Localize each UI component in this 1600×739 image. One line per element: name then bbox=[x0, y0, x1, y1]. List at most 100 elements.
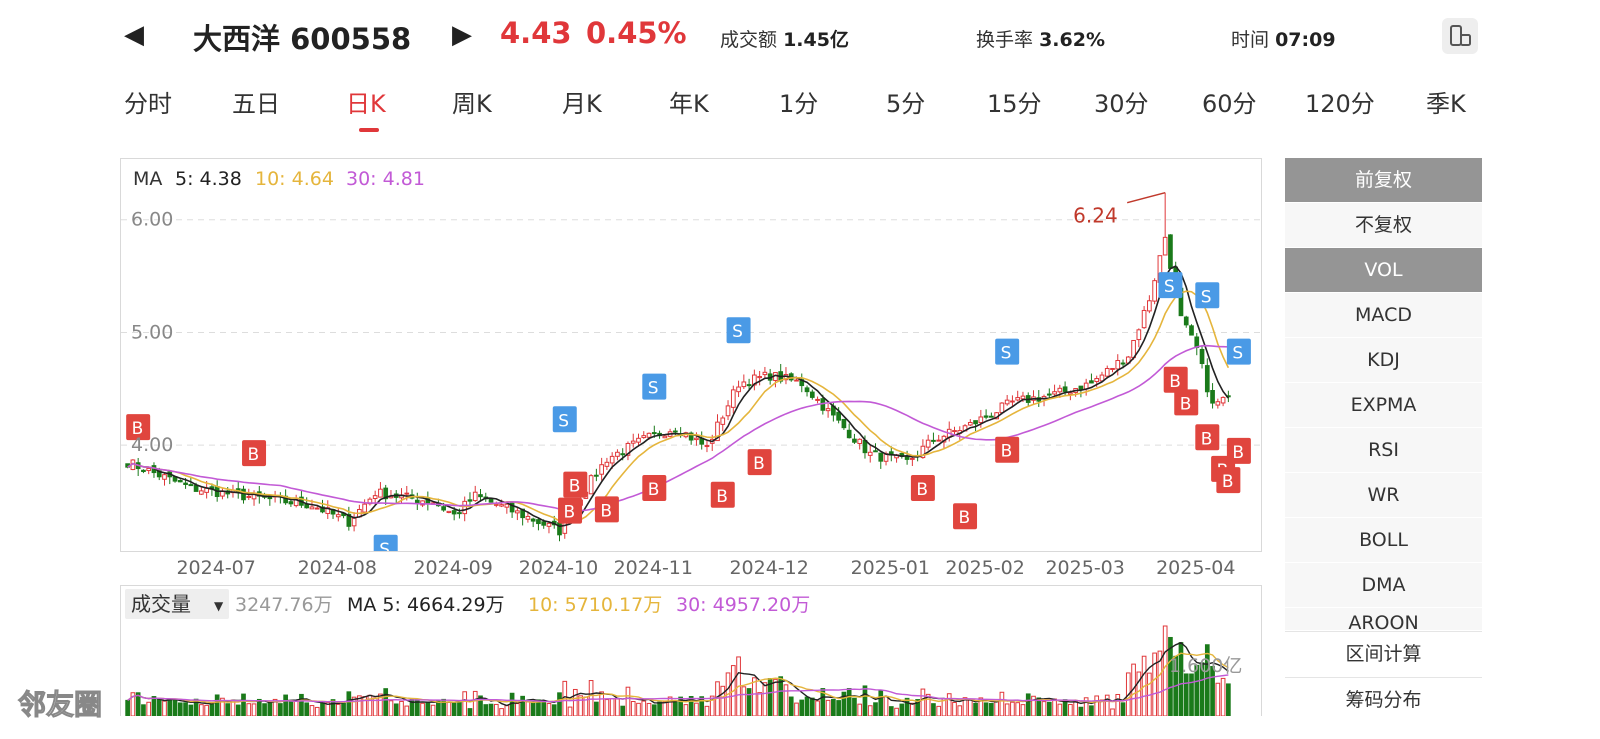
indicator-wr-button[interactable]: WR bbox=[1285, 473, 1482, 518]
x-tick-label: 2025-03 bbox=[1045, 557, 1124, 579]
kline-chart-panel[interactable]: BBSSBBBSBBSBBBSBSBBSBSBBB MA 5: 4.38 10:… bbox=[120, 158, 1262, 561]
sell-signal[interactable] bbox=[1195, 282, 1220, 309]
buy-signal[interactable] bbox=[594, 496, 619, 523]
indicator-boll-button[interactable]: BOLL bbox=[1285, 518, 1482, 563]
volume-axis-label: 1.600亿 bbox=[1169, 655, 1242, 677]
candle-body bbox=[1004, 399, 1010, 405]
buy-signal[interactable] bbox=[953, 503, 978, 530]
volume-bar bbox=[983, 702, 989, 717]
buy-signal-label: B bbox=[1169, 372, 1181, 392]
indicator-kdj-button[interactable]: KDJ bbox=[1285, 338, 1482, 383]
kline-chart[interactable]: BBSSBBBSBBSBBBSBSBBSBSBBB MA 5: 4.38 10:… bbox=[121, 159, 1261, 561]
watermark: 邻友圈 bbox=[17, 688, 103, 722]
buy-signal[interactable] bbox=[242, 440, 267, 467]
candle-body bbox=[804, 387, 810, 393]
candle-body bbox=[146, 467, 152, 472]
candle-body bbox=[493, 503, 499, 506]
candle-body bbox=[1162, 236, 1168, 256]
x-tick-label: 2025-02 bbox=[945, 557, 1024, 579]
tab-1[interactable]: 分时 bbox=[124, 90, 172, 118]
buy-signal[interactable] bbox=[995, 436, 1020, 463]
buy-signal[interactable] bbox=[1195, 424, 1220, 451]
candle-body bbox=[931, 439, 936, 442]
sell-signal[interactable] bbox=[552, 406, 577, 433]
volume-bar bbox=[957, 705, 963, 717]
tab-3[interactable]: 日K bbox=[346, 90, 386, 118]
volume-ma30: 30: 4957.20万 bbox=[676, 594, 810, 616]
chip-distribution-button[interactable]: 筹码分布 bbox=[1285, 677, 1482, 723]
candle-body bbox=[878, 452, 884, 462]
sell-signal-label: S bbox=[1164, 277, 1175, 297]
candle-body bbox=[1104, 367, 1110, 377]
volume-chart-panel[interactable]: 成交量 ▼ 3247.76万 MA 5: 4664.29万 10: 5710.1… bbox=[120, 585, 1262, 717]
volume-bar bbox=[1052, 698, 1057, 717]
buy-signal[interactable] bbox=[1216, 467, 1241, 494]
adjust-forward-button[interactable]: 前复权 bbox=[1285, 158, 1482, 203]
candle-body bbox=[641, 435, 647, 439]
rotate-screen-button[interactable] bbox=[1442, 18, 1478, 54]
buy-signal[interactable] bbox=[710, 481, 735, 508]
buy-signal[interactable] bbox=[747, 449, 772, 476]
adjust-none-button[interactable]: 不复权 bbox=[1285, 203, 1482, 248]
tab-7[interactable]: 1分 bbox=[779, 90, 819, 118]
buy-signal[interactable] bbox=[563, 471, 588, 498]
buy-signal[interactable] bbox=[1163, 366, 1188, 393]
buy-signal[interactable] bbox=[1174, 389, 1199, 416]
x-tick-label: 2024-09 bbox=[413, 557, 492, 579]
tab-4[interactable]: 周K bbox=[452, 90, 492, 118]
next-stock-button[interactable]: ▶ bbox=[452, 20, 472, 50]
candle-body bbox=[177, 480, 183, 483]
buy-signal[interactable] bbox=[910, 475, 935, 502]
candle-body bbox=[472, 491, 478, 502]
tab-2[interactable]: 五日 bbox=[232, 90, 280, 118]
volume-chart[interactable]: 成交量 ▼ 3247.76万 MA 5: 4664.29万 10: 5710.1… bbox=[121, 586, 1261, 717]
volume-bar bbox=[625, 686, 631, 717]
volume-indicator-select[interactable] bbox=[125, 589, 229, 619]
volume-bar bbox=[488, 703, 494, 717]
tab-11[interactable]: 60分 bbox=[1202, 90, 1257, 118]
indicator-expma-button[interactable]: EXPMA bbox=[1285, 383, 1482, 428]
quote-time-value: 07:09 bbox=[1275, 29, 1336, 51]
candle-body bbox=[1199, 348, 1205, 364]
tab-13[interactable]: 季K bbox=[1426, 90, 1466, 118]
sell-signal[interactable] bbox=[1158, 272, 1183, 299]
volume-bar bbox=[209, 703, 215, 717]
volume-bar bbox=[251, 703, 257, 717]
indicator-rsi-button[interactable]: RSI bbox=[1285, 428, 1482, 473]
volume-bar bbox=[899, 703, 905, 717]
buy-signal[interactable] bbox=[642, 475, 667, 502]
volume-bar bbox=[493, 703, 499, 717]
active-tab-underline bbox=[359, 128, 379, 132]
candle-body bbox=[1062, 386, 1068, 392]
tab-10[interactable]: 30分 bbox=[1094, 90, 1149, 118]
range-calc-button[interactable]: 区间计算 bbox=[1285, 631, 1482, 677]
candle-body bbox=[983, 415, 989, 418]
tab-8[interactable]: 5分 bbox=[886, 90, 926, 118]
buy-signal[interactable] bbox=[126, 414, 151, 441]
volume-bar bbox=[204, 704, 209, 717]
candle-body bbox=[1120, 362, 1126, 365]
candle-body bbox=[1015, 397, 1021, 401]
sell-signal[interactable] bbox=[726, 317, 751, 344]
tab-6[interactable]: 年K bbox=[669, 90, 709, 118]
tab-9[interactable]: 15分 bbox=[987, 90, 1042, 118]
buy-signal[interactable] bbox=[1226, 437, 1251, 464]
tab-5[interactable]: 月K bbox=[562, 90, 602, 118]
prev-stock-button[interactable]: ◀ bbox=[124, 20, 144, 50]
sell-signal[interactable] bbox=[1226, 338, 1251, 365]
sell-signal[interactable] bbox=[642, 373, 667, 400]
tab-12[interactable]: 120分 bbox=[1305, 90, 1375, 118]
volume-bar bbox=[388, 700, 394, 717]
indicator-vol-button[interactable]: VOL bbox=[1285, 248, 1482, 293]
sell-signal[interactable] bbox=[995, 338, 1020, 365]
indicator-dma-button[interactable]: DMA bbox=[1285, 563, 1482, 608]
indicator-macd-button[interactable]: MACD bbox=[1285, 293, 1482, 338]
indicator-aroon-button[interactable]: AROON bbox=[1285, 608, 1482, 631]
volume-bar bbox=[636, 702, 641, 717]
candle-body bbox=[625, 442, 631, 456]
buy-signal[interactable] bbox=[558, 497, 583, 524]
volume-bar bbox=[304, 702, 310, 717]
volume-bar bbox=[504, 705, 510, 717]
volume-bar bbox=[177, 702, 183, 717]
volume-bar bbox=[994, 701, 999, 717]
